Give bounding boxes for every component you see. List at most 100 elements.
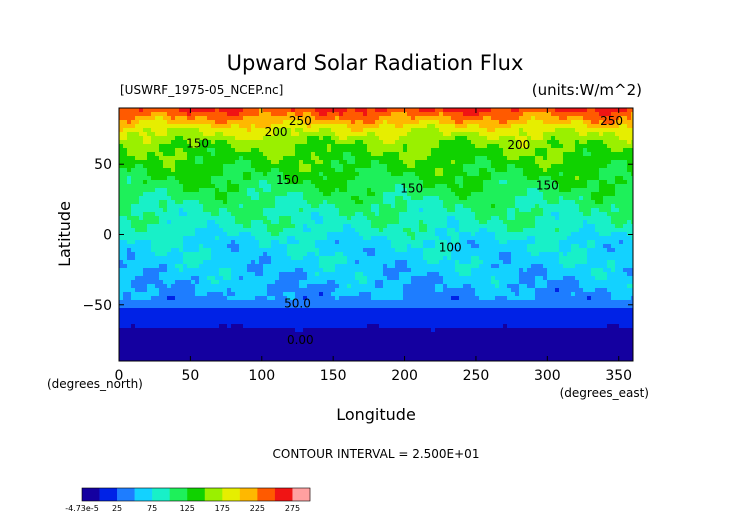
heatmap-cell	[295, 220, 300, 225]
heatmap-cell	[223, 108, 228, 113]
heatmap-cell	[271, 216, 276, 221]
heatmap-cell	[239, 236, 244, 241]
heatmap-cell	[539, 224, 544, 229]
heatmap-cell	[235, 192, 240, 197]
heatmap-cell	[499, 228, 504, 233]
heatmap-cell	[215, 232, 220, 237]
heatmap-cell	[551, 236, 556, 241]
heatmap-cell	[375, 192, 380, 197]
heatmap-cell	[611, 252, 616, 257]
heatmap-cell	[123, 220, 128, 225]
heatmap-cell	[531, 192, 536, 197]
heatmap-cell	[487, 152, 492, 157]
heatmap-cell	[143, 208, 148, 213]
heatmap-cell	[279, 152, 284, 157]
heatmap-cell	[531, 140, 536, 145]
heatmap-cell	[551, 176, 556, 181]
heatmap-cell	[563, 144, 568, 149]
heatmap-cell	[219, 228, 224, 233]
heatmap-cell	[267, 160, 272, 165]
heatmap-cell	[283, 236, 288, 241]
heatmap-cell	[383, 148, 388, 153]
heatmap-cell	[175, 128, 180, 133]
heatmap-cell	[515, 224, 520, 229]
heatmap-cell	[479, 228, 484, 233]
heatmap-cell	[199, 112, 204, 117]
heatmap-cell	[399, 196, 404, 201]
heatmap-cell	[475, 172, 480, 177]
heatmap-cell	[395, 204, 400, 209]
heatmap-cell	[283, 144, 288, 149]
heatmap-cell	[443, 152, 448, 157]
heatmap-cell	[371, 252, 376, 257]
heatmap-cell	[287, 228, 292, 233]
heatmap-cell	[231, 168, 236, 173]
heatmap-cell	[531, 172, 536, 177]
heatmap-cell	[395, 200, 400, 205]
heatmap-cell	[627, 220, 632, 225]
heatmap-cell	[523, 152, 528, 157]
heatmap-cell	[543, 208, 548, 213]
heatmap-cell	[167, 192, 172, 197]
heatmap-cell	[255, 212, 260, 217]
heatmap-cell	[287, 260, 292, 265]
heatmap-cell	[219, 160, 224, 165]
heatmap-cell	[355, 220, 360, 225]
heatmap-cell	[311, 260, 316, 265]
heatmap-cell	[255, 108, 260, 113]
heatmap-cell	[447, 128, 452, 133]
heatmap-cell	[183, 184, 188, 189]
heatmap-cell	[531, 112, 536, 117]
heatmap-cell	[307, 112, 312, 117]
heatmap-cell	[467, 144, 472, 149]
heatmap-cell	[491, 236, 496, 241]
heatmap-cell	[379, 200, 384, 205]
heatmap-cell	[267, 108, 272, 113]
heatmap-cell	[411, 248, 416, 253]
heatmap-cell	[395, 256, 400, 261]
heatmap-cell	[391, 188, 396, 193]
heatmap-cell	[283, 188, 288, 193]
heatmap-cell	[287, 120, 292, 125]
heatmap-cell	[423, 128, 428, 133]
heatmap-cell	[179, 228, 184, 233]
heatmap-cell	[199, 240, 204, 245]
heatmap-cell	[579, 216, 584, 221]
heatmap-cell	[147, 172, 152, 177]
heatmap-cell	[195, 248, 200, 253]
heatmap-cell	[363, 244, 368, 249]
heatmap-cell	[595, 152, 600, 157]
heatmap-cell	[519, 240, 524, 245]
heatmap-cell	[511, 168, 516, 173]
heatmap-cell	[503, 244, 508, 249]
heatmap-cell	[615, 232, 620, 237]
heatmap-cell	[163, 220, 168, 225]
heatmap-cell	[371, 208, 376, 213]
heatmap-cell	[339, 208, 344, 213]
heatmap-cell	[231, 172, 236, 177]
heatmap-cell	[571, 140, 576, 145]
heatmap-cell	[543, 240, 548, 245]
heatmap-cell	[555, 248, 560, 253]
heatmap-cell	[315, 236, 320, 241]
heatmap-cell	[607, 172, 612, 177]
heatmap-cell	[135, 156, 140, 161]
heatmap-cell	[567, 192, 572, 197]
heatmap-cell	[263, 136, 268, 141]
heatmap-cell	[435, 172, 440, 177]
heatmap-cell	[463, 244, 468, 249]
heatmap-cell	[419, 112, 424, 117]
heatmap-cell	[307, 212, 312, 217]
heatmap-cell	[363, 156, 368, 161]
heatmap-cell	[619, 160, 624, 165]
heatmap-cell	[447, 240, 452, 245]
heatmap-cell	[567, 108, 572, 113]
heatmap-cell	[423, 240, 428, 245]
heatmap-cell	[279, 120, 284, 125]
heatmap-cell	[527, 172, 532, 177]
heatmap-cell	[623, 192, 628, 197]
heatmap-cell	[311, 144, 316, 149]
heatmap-cell	[603, 128, 608, 133]
heatmap-cell	[383, 144, 388, 149]
heatmap-cell	[599, 188, 604, 193]
